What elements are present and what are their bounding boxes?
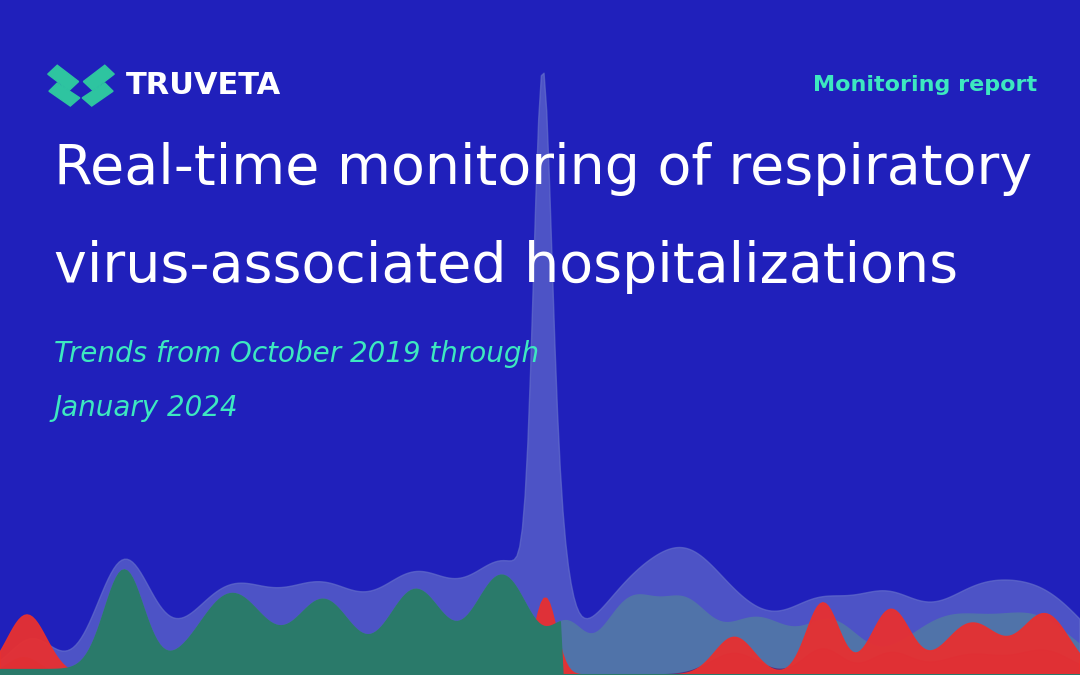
Text: Real-time monitoring of respiratory: Real-time monitoring of respiratory [54, 142, 1032, 196]
Text: virus-associated hospitalizations: virus-associated hospitalizations [54, 240, 958, 294]
Text: Monitoring report: Monitoring report [812, 75, 1037, 95]
Polygon shape [48, 65, 79, 90]
Text: January 2024: January 2024 [54, 394, 239, 422]
Polygon shape [83, 65, 114, 90]
Text: Trends from October 2019 through: Trends from October 2019 through [54, 340, 539, 368]
Polygon shape [82, 83, 113, 106]
Text: TRUVETA: TRUVETA [126, 71, 282, 100]
Polygon shape [49, 83, 80, 106]
